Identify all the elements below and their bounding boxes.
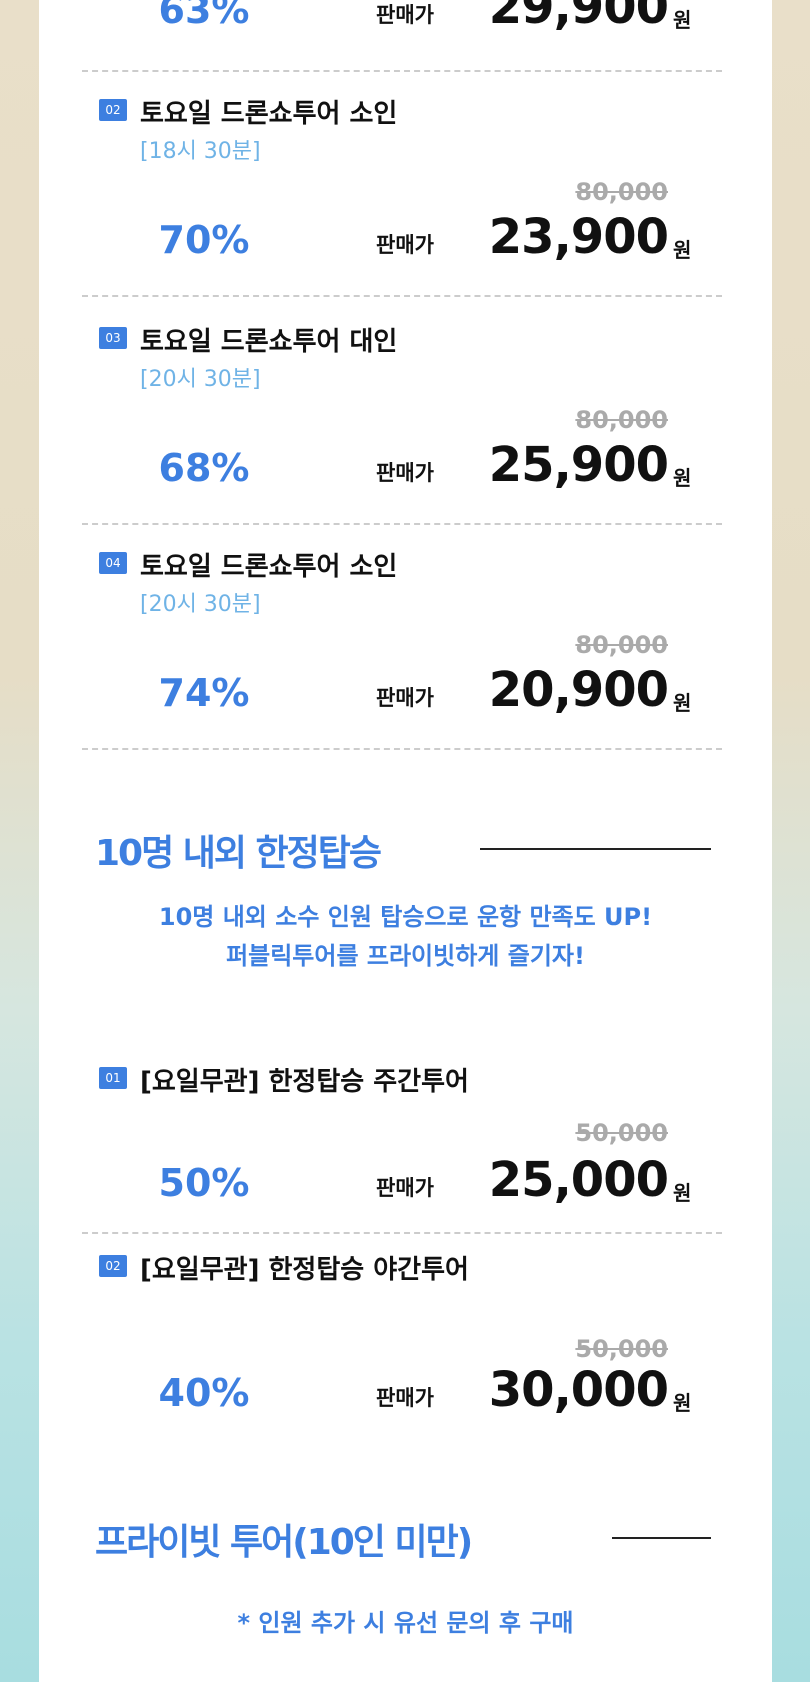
divider [82, 295, 722, 297]
price: 25,000 [488, 1152, 669, 1208]
item-number: 04 [99, 552, 127, 574]
item-number: 02 [99, 1255, 127, 1277]
discount: 40% [158, 1371, 250, 1415]
price-label: 판매가 [376, 1176, 434, 1200]
price-unit: 원 [673, 1181, 692, 1205]
price-label: 판매가 [376, 461, 434, 485]
price-label: 판매가 [376, 3, 434, 27]
price: 20,900 [488, 662, 669, 718]
price-unit: 원 [673, 8, 692, 32]
section-title: 프라이빗 투어(10인 미만) [95, 1522, 473, 1563]
item-name: 토요일 드론쇼투어 소인 [140, 552, 398, 582]
price-unit: 원 [673, 466, 692, 490]
content-card [39, 0, 772, 1682]
discount: 68% [158, 446, 250, 490]
discount: 63% [158, 0, 250, 32]
item-name: [요일무관] 한정탑승 주간투어 [140, 1067, 469, 1097]
item-number: 01 [99, 1067, 127, 1089]
price: 25,900 [488, 437, 669, 493]
note: * 인원 추가 시 유선 문의 후 구매 [237, 1609, 574, 1637]
price-label: 판매가 [376, 1386, 434, 1410]
item-name: 토요일 드론쇼투어 대인 [140, 327, 398, 357]
subtitle: 10명 내외 소수 인원 탑승으로 운항 만족도 UP! [158, 903, 653, 931]
subtitle: 퍼블릭투어를 프라이빗하게 즐기자! [226, 942, 585, 970]
original-price: 80,000 [575, 631, 668, 659]
discount: 70% [158, 218, 250, 262]
original-price: 80,000 [575, 178, 668, 206]
discount: 50% [158, 1161, 250, 1205]
title-line [612, 1537, 711, 1539]
price-unit: 원 [673, 238, 692, 262]
item-number: 03 [99, 327, 127, 349]
price-label: 판매가 [376, 686, 434, 710]
item-time: [18시 30분] [140, 139, 261, 164]
price: 23,900 [488, 209, 669, 265]
original-price: 50,000 [575, 1119, 668, 1147]
price: 29,900 [488, 0, 669, 35]
divider [82, 523, 722, 525]
price-unit: 원 [673, 1391, 692, 1415]
price-unit: 원 [673, 691, 692, 715]
item-number: 02 [99, 99, 127, 121]
divider [82, 70, 722, 72]
price-label: 판매가 [376, 233, 434, 257]
divider [82, 748, 722, 750]
price: 30,000 [488, 1362, 669, 1418]
item-name: 토요일 드론쇼투어 소인 [140, 99, 398, 129]
original-price: 50,000 [575, 1335, 668, 1363]
item-time: [20시 30분] [140, 592, 261, 617]
section-title: 10명 내외 한정탑승 [95, 833, 382, 874]
original-price: 80,000 [575, 406, 668, 434]
title-line [480, 848, 711, 850]
item-name: [요일무관] 한정탑승 야간투어 [140, 1255, 469, 1285]
item-time: [20시 30분] [140, 367, 261, 392]
divider [82, 1232, 722, 1234]
discount: 74% [158, 671, 250, 715]
